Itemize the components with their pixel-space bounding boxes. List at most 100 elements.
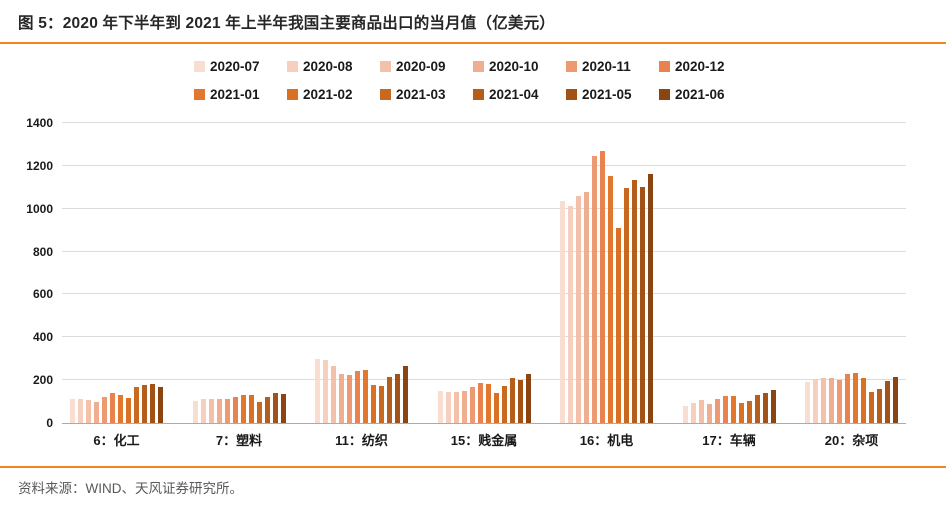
bar <box>240 395 246 423</box>
x-axis-label: 20：杂项 <box>824 433 879 448</box>
bar <box>845 374 850 423</box>
bar <box>70 399 75 423</box>
bar <box>560 201 565 423</box>
bar <box>616 227 621 423</box>
bar <box>323 360 328 423</box>
bar <box>477 382 483 423</box>
legend-label: 2021-04 <box>489 87 539 102</box>
bar <box>331 366 336 423</box>
figure-header: 图 5：2020 年下半年到 2021 年上半年我国主要商品出口的当月值（亿美元… <box>0 0 946 44</box>
gridline <box>62 336 906 338</box>
legend-item: 2021-01 <box>194 87 287 102</box>
legend-item: 2020-12 <box>659 59 752 74</box>
figure-footer: 资料来源：WIND、天风证券研究所。 <box>0 466 946 509</box>
bar <box>102 396 107 423</box>
bar <box>837 379 842 423</box>
bar <box>339 373 344 423</box>
bar <box>126 397 131 423</box>
legend-item: 2021-05 <box>566 87 659 102</box>
bar <box>192 400 198 423</box>
legend-item: 2021-02 <box>287 87 380 102</box>
legend-item: 2021-04 <box>473 87 566 102</box>
bar <box>584 192 589 423</box>
bar <box>517 379 523 423</box>
x-axis-label: 17：车辆 <box>702 433 756 448</box>
y-axis-label: 1400 <box>26 116 53 130</box>
bar-group: 7：塑料 <box>192 123 286 448</box>
plot-area: 0 200 400 600 800 1000 1200 1400 6：化工 7：塑料 11：纺织 15… <box>26 117 906 448</box>
gridline <box>62 207 906 209</box>
bar <box>608 175 613 423</box>
bar <box>437 391 443 423</box>
legend-label: 2020-11 <box>582 59 631 74</box>
bar <box>640 187 645 423</box>
legend-item: 2020-07 <box>194 59 287 74</box>
x-axis-label: 6：化工 <box>93 433 140 448</box>
bar-group: 20：杂项 <box>805 123 898 448</box>
bar <box>142 384 147 423</box>
bar <box>893 376 898 423</box>
legend-label: 2021-01 <box>210 87 260 102</box>
bar <box>469 386 475 423</box>
bar <box>118 394 123 423</box>
legend-swatch-icon <box>659 89 670 100</box>
bar <box>592 156 597 423</box>
gridline <box>62 250 906 252</box>
bar <box>632 180 637 423</box>
bar <box>861 377 866 423</box>
x-axis-label: 7：塑料 <box>215 433 263 448</box>
bar <box>714 399 720 423</box>
bar <box>698 399 704 423</box>
bar-groups: 6：化工 7：塑料 11：纺织 15：贱金属 16：机电 17：车辆 20：杂项 <box>62 123 906 448</box>
y-axis-label: 200 <box>32 373 53 388</box>
bar-chart: 0 200 400 600 800 1000 1200 1400 6：化工 7：塑料 11：纺织 15… <box>26 117 906 448</box>
gridline <box>62 293 906 295</box>
legend-swatch-icon <box>380 61 391 72</box>
legend-swatch-icon <box>194 61 205 72</box>
legend-swatch-icon <box>659 61 670 72</box>
bar <box>746 400 752 423</box>
bar <box>770 390 776 423</box>
legend-swatch-icon <box>194 89 205 100</box>
bar <box>355 370 360 423</box>
bar <box>371 385 376 423</box>
bar <box>869 391 874 423</box>
bar <box>347 374 352 423</box>
bar-group: 11：纺织 <box>315 123 408 448</box>
bar <box>134 387 139 423</box>
bar <box>150 384 155 423</box>
legend-swatch-icon <box>566 89 577 100</box>
gridline <box>62 379 906 381</box>
x-axis-label: 16：机电 <box>579 433 634 448</box>
bar <box>315 359 320 423</box>
bar <box>264 396 270 423</box>
legend-label: 2020-07 <box>210 59 260 74</box>
bar <box>461 391 467 423</box>
bar <box>248 395 254 423</box>
figure-title: 图 5：2020 年下半年到 2021 年上半年我国主要商品出口的当月值（亿美元… <box>18 15 556 32</box>
x-axis-label: 15：贱金属 <box>450 433 518 448</box>
bar <box>493 393 499 423</box>
bar <box>445 392 451 423</box>
legend-swatch-icon <box>287 61 298 72</box>
bar <box>110 393 115 423</box>
bar <box>485 383 491 423</box>
bar <box>78 399 83 423</box>
bar <box>509 378 515 423</box>
bar <box>722 395 728 423</box>
y-axis-label: 1000 <box>26 201 53 216</box>
bar <box>232 396 238 423</box>
bar <box>805 381 810 423</box>
bar <box>624 187 629 423</box>
bar <box>379 386 384 423</box>
legend-swatch-icon <box>473 89 484 100</box>
legend-item: 2021-03 <box>380 87 473 102</box>
bar-group: 15：贱金属 <box>437 123 531 448</box>
bar <box>738 402 744 423</box>
legend-label: 2020-08 <box>303 59 353 74</box>
bar <box>525 373 531 423</box>
legend-swatch-icon <box>566 61 577 72</box>
legend-label: 2021-06 <box>675 87 725 102</box>
legend-item: 2020-10 <box>473 59 566 74</box>
legend-item: 2020-09 <box>380 59 473 74</box>
